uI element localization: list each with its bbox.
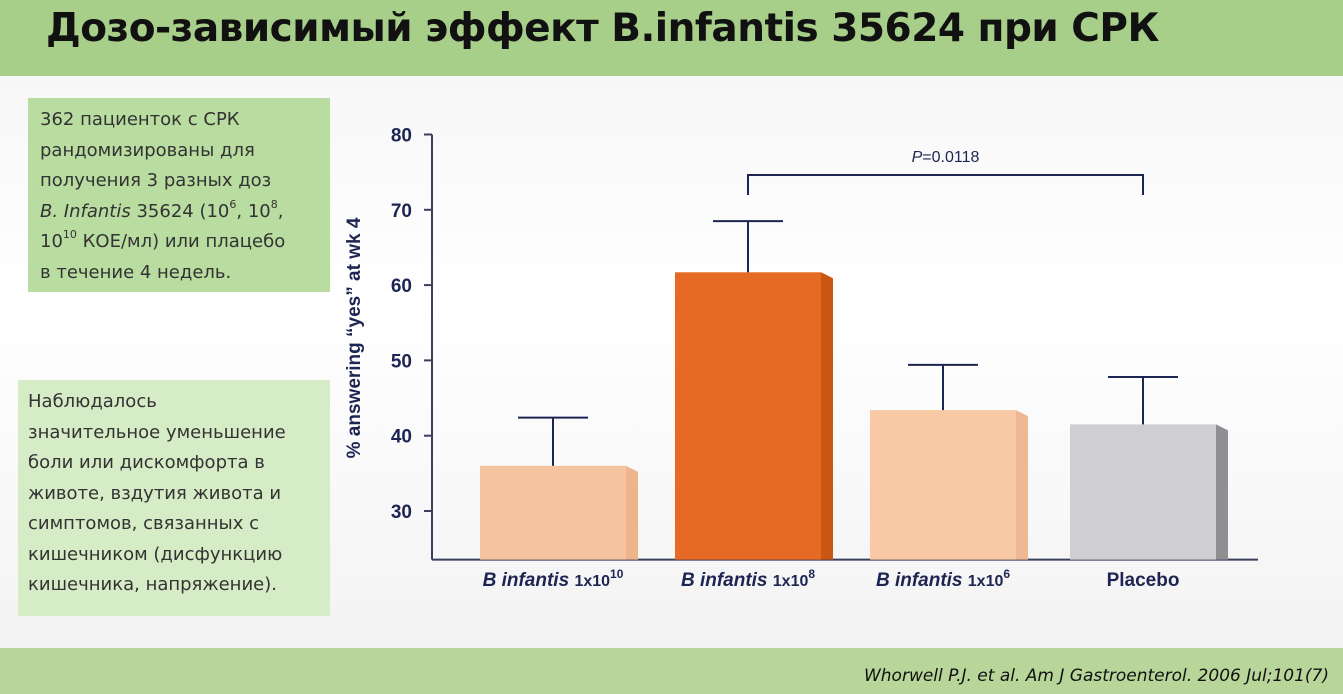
box1-line: получения 3 разных доз [40, 170, 272, 191]
box2-line: боли или дискомфорта в [28, 452, 265, 473]
dose-text: 10 [40, 231, 63, 252]
dose-text: , 10 [236, 200, 271, 222]
dose-text: КОЕ/мл) или плацебо [76, 231, 286, 252]
bar-side [1216, 424, 1228, 560]
dose-text: 35624 (10 [136, 200, 230, 222]
results-box: Наблюдалось значительное уменьшение боли… [18, 380, 330, 616]
species-name: B. Infantis [40, 200, 131, 222]
bar [1070, 424, 1216, 560]
slide-title: Дозо-зависимый эффект B.infantis 35624 п… [46, 6, 1159, 51]
study-design-box: 362 пациенток с СРК рандомизированы для … [28, 98, 330, 292]
bar [675, 272, 821, 560]
bar-side [1016, 410, 1028, 560]
footer-bar [0, 648, 1343, 694]
box1-line: в течение 4 недель. [40, 261, 232, 283]
box2-line: кишечника, напряжение). [28, 574, 277, 595]
box2-line: Наблюдалось [28, 391, 157, 412]
y-tick-label: 40 [391, 427, 412, 448]
y-tick-label: 60 [391, 276, 412, 297]
category-label: B infantis 1x108 [681, 567, 815, 591]
p-value-label: P=0.0118 [912, 149, 980, 166]
box1-line: рандомизированы для [40, 139, 255, 161]
box2-line: значительное уменьшение [28, 421, 286, 443]
category-label: B infantis 1x1010 [483, 567, 624, 591]
category-label: Placebo [1107, 570, 1180, 591]
citation: Whorwell P.J. et al. Am J Gastroenterol.… [863, 666, 1329, 686]
box2-line: симптомов, связанных с [28, 513, 260, 534]
dose-exponent: 6 [229, 197, 237, 211]
box1-line: 1010 КОЕ/мл) или плацебо [40, 227, 320, 258]
dose-exponent: 8 [270, 197, 278, 211]
significance-bracket [747, 174, 1144, 195]
box2-line: животе, вздутия живота и [28, 482, 282, 504]
box1-line: 362 пациенток с СРК [40, 109, 240, 130]
bar-side [626, 465, 638, 560]
category-label: B infantis 1x106 [876, 567, 1010, 591]
bar-side [821, 272, 833, 560]
box2-line: кишечником (дисфункцию [28, 543, 283, 565]
y-tick-label: 70 [391, 201, 412, 222]
bar [480, 465, 626, 560]
y-tick-label: 50 [391, 351, 412, 372]
box1-line: B. Infantis 35624 (106, 108, [40, 197, 320, 228]
y-axis-label: % answering “yes” at wk 4 [344, 217, 365, 458]
bar [870, 410, 1016, 560]
y-tick-label: 80 [391, 126, 412, 147]
y-tick-label: 30 [391, 502, 412, 523]
title-bar [0, 0, 1343, 76]
dose-exponent: 10 [62, 228, 77, 241]
dose-text: , [277, 200, 284, 222]
